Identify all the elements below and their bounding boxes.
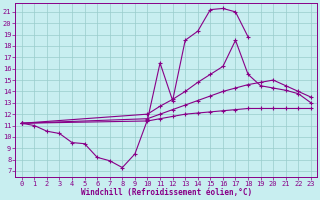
X-axis label: Windchill (Refroidissement éolien,°C): Windchill (Refroidissement éolien,°C) bbox=[81, 188, 252, 197]
